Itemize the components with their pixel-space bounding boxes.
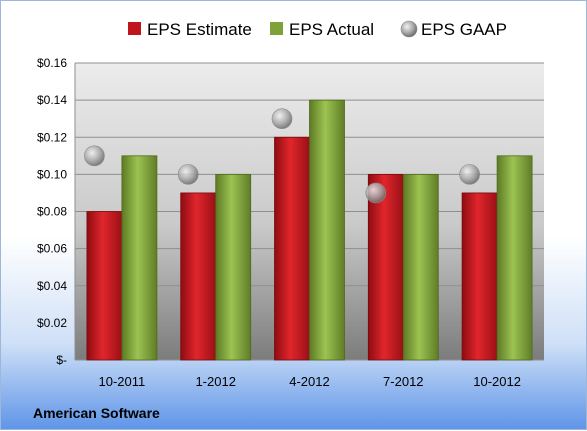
- y-tick-label: $0.12: [37, 130, 67, 144]
- y-tick-label: $-: [56, 353, 67, 367]
- x-category-label: 4-2012: [289, 374, 329, 389]
- legend-label: EPS Estimate: [147, 20, 252, 39]
- y-tick-label: $0.08: [37, 205, 67, 219]
- x-category-label: 1-2012: [195, 374, 235, 389]
- company-name: American Software: [33, 405, 160, 421]
- y-tick-label: $0.10: [37, 167, 67, 181]
- eps-actual-bar: [496, 155, 533, 361]
- x-category-label: 10-2011: [99, 374, 146, 389]
- eps-actual-bar: [215, 173, 252, 361]
- x-category-label: 7-2012: [383, 374, 423, 389]
- x-category-label: 10-2012: [473, 374, 521, 389]
- eps-estimate-bar: [274, 136, 310, 361]
- legend-label: EPS GAAP: [421, 20, 507, 39]
- y-tick-label: $0.14: [37, 93, 67, 107]
- legend-swatch-actual: [270, 22, 283, 35]
- eps-estimate-bar: [180, 192, 217, 361]
- legend-swatch-gaap: [400, 20, 418, 38]
- eps-actual-bar: [309, 99, 345, 361]
- eps-gaap-marker: [365, 182, 387, 204]
- y-tick-label: $0.06: [37, 242, 67, 256]
- y-tick-label: $0.04: [37, 279, 67, 293]
- eps-gaap-marker: [84, 145, 105, 167]
- legend-label: EPS Actual: [289, 20, 374, 39]
- eps-actual-bar: [402, 173, 439, 361]
- eps-gaap-marker: [459, 164, 480, 185]
- eps-estimate-bar: [86, 211, 123, 361]
- y-tick-label: $0.02: [37, 316, 67, 330]
- eps-estimate-bar: [367, 173, 404, 361]
- eps-actual-bar: [121, 155, 158, 361]
- eps-estimate-bar: [461, 192, 498, 361]
- legend-swatch-estimate: [128, 22, 141, 35]
- y-tick-label: $0.16: [37, 56, 67, 70]
- eps-gaap-marker: [177, 164, 199, 185]
- eps-gaap-marker: [271, 108, 293, 129]
